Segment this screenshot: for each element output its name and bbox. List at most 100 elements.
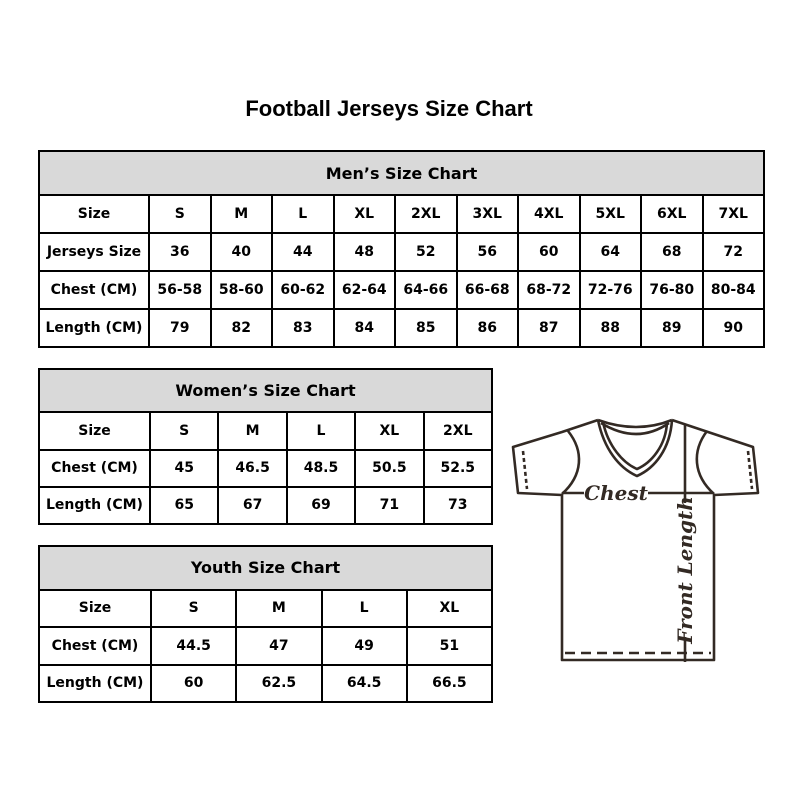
table-row: Chest (CM) 44.5 47 49 51 [38, 626, 494, 666]
table-row: Length (CM) 65 67 69 71 73 [38, 485, 494, 526]
right-armhole-seam [695, 430, 715, 495]
left-cuff-stitch [521, 450, 529, 490]
row-label-cell: Length (CM) [38, 663, 152, 704]
value-cell: S [149, 588, 238, 629]
value-cell: 52 [394, 232, 458, 273]
table-title: Youth Size Chart [38, 545, 493, 591]
value-cell: 2XL [422, 411, 494, 451]
table-title-row: Men’s Size Chart [38, 149, 765, 197]
value-cell: 45 [148, 448, 220, 488]
value-cell: 87 [517, 308, 581, 348]
value-cell: S [148, 194, 212, 235]
table-row: Size S M L XL 2XL [38, 411, 494, 451]
table-title-row: Women’s Size Chart [38, 367, 493, 414]
value-cell: 62-64 [332, 270, 396, 311]
value-cell: 80-84 [701, 270, 765, 311]
value-cell: 90 [701, 308, 765, 348]
value-cell: L [285, 411, 357, 451]
value-cell: 51 [405, 626, 494, 666]
right-cuff-stitch [746, 450, 754, 490]
value-cell: XL [354, 411, 425, 451]
value-cell: 73 [422, 485, 494, 526]
value-cell: 49 [320, 626, 408, 666]
value-cell: 64 [578, 232, 642, 273]
value-cell: 2XL [394, 194, 458, 235]
value-cell: 79 [148, 308, 212, 348]
row-label-cell: Chest (CM) [38, 270, 150, 311]
value-cell: 64.5 [320, 663, 408, 704]
table-title-row: Youth Size Chart [38, 545, 493, 591]
value-cell: XL [405, 588, 494, 629]
value-cell: 62.5 [235, 663, 323, 704]
row-label-cell: Size [38, 194, 150, 235]
collar-back-arc-inner [600, 421, 670, 436]
value-cell: 76-80 [640, 270, 704, 311]
value-cell: 89 [640, 308, 704, 348]
value-cell: 44.5 [149, 626, 238, 666]
jersey-outline [511, 418, 760, 662]
page-title: Football Jerseys Size Chart [245, 96, 533, 121]
value-cell: 60-62 [271, 270, 335, 311]
value-cell: 84 [332, 308, 396, 348]
row-label-cell: Chest (CM) [38, 626, 152, 666]
womens-size-table: Women’s Size Chart Size S M L XL 2XL Chest (CM)… [38, 367, 494, 526]
value-cell: 36 [148, 232, 212, 273]
chest-label: Chest [584, 481, 648, 505]
value-cell: 82 [209, 308, 273, 348]
table-row: Length (CM) 79 82 83 84 85 86 87 88 89 90 [38, 308, 765, 348]
table-row: Length (CM) 60 62.5 64.5 66.5 [38, 663, 494, 704]
value-cell: 5XL [578, 194, 642, 235]
value-cell: 40 [209, 232, 273, 273]
value-cell: 60 [517, 232, 581, 273]
table-row: Size S M L XL 2XL 3XL 4XL 5XL 6XL 7XL [38, 194, 765, 235]
value-cell: 67 [217, 485, 288, 526]
value-cell: 86 [455, 308, 519, 348]
jersey-measurement-diagram: Chest Front Length [505, 405, 775, 685]
value-cell: 71 [354, 485, 425, 526]
value-cell: M [235, 588, 323, 629]
value-cell: S [148, 411, 220, 451]
left-armhole-seam [561, 430, 581, 495]
value-cell: 65 [148, 485, 220, 526]
row-label-cell: Jerseys Size [38, 232, 150, 273]
row-label-cell: Length (CM) [38, 485, 151, 526]
front-length-label: Front Length [673, 496, 697, 645]
value-cell: 48.5 [285, 448, 357, 488]
table-title: Women’s Size Chart [38, 367, 493, 414]
value-cell: 72-76 [578, 270, 642, 311]
value-cell: M [209, 194, 273, 235]
value-cell: 6XL [640, 194, 704, 235]
value-cell: 48 [332, 232, 396, 273]
table-row: Chest (CM) 56-58 58-60 60-62 62-64 64-66 66-68… [38, 270, 765, 311]
value-cell: 64-66 [394, 270, 458, 311]
value-cell: 3XL [455, 194, 519, 235]
table-row: Jerseys Size 36 40 44 48 52 56 60 64 68 72 [38, 232, 765, 273]
value-cell: 44 [271, 232, 335, 273]
row-label-cell: Size [38, 588, 152, 629]
value-cell: 56 [455, 232, 519, 273]
jersey-illustration: Chest Front Length [511, 418, 760, 662]
value-cell: 58-60 [209, 270, 273, 311]
vneck-inner [601, 421, 669, 471]
value-cell: L [271, 194, 335, 235]
value-cell: 66.5 [405, 663, 494, 704]
value-cell: 72 [701, 232, 765, 273]
value-cell: 46.5 [217, 448, 288, 488]
value-cell: 47 [235, 626, 323, 666]
value-cell: 60 [149, 663, 238, 704]
value-cell: XL [332, 194, 396, 235]
collar-back-arc-outer [597, 418, 673, 429]
value-cell: 56-58 [148, 270, 212, 311]
value-cell: M [217, 411, 288, 451]
youth-size-table: Youth Size Chart Size S M L XL Chest (CM) 44.5 4… [38, 545, 494, 704]
value-cell: 85 [394, 308, 458, 348]
value-cell: 83 [271, 308, 335, 348]
value-cell: L [320, 588, 408, 629]
value-cell: 52.5 [422, 448, 494, 488]
value-cell: 88 [578, 308, 642, 348]
value-cell: 4XL [517, 194, 581, 235]
value-cell: 66-68 [455, 270, 519, 311]
value-cell: 69 [285, 485, 357, 526]
table-row: Chest (CM) 45 46.5 48.5 50.5 52.5 [38, 448, 494, 488]
